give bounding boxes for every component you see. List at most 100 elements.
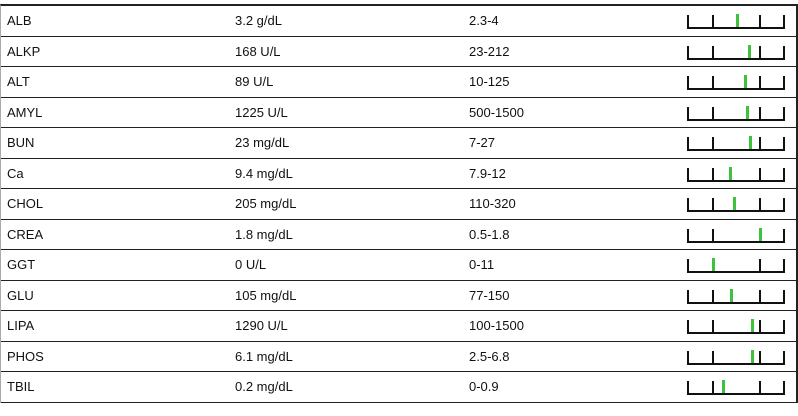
gauge-marker	[749, 136, 753, 149]
gauge-tick	[783, 320, 785, 334]
range-gauge	[687, 319, 785, 334]
table-row: CREA 1.8 mg/dL 0.5-1.8	[1, 220, 796, 250]
gauge-tick	[783, 198, 785, 212]
gauge-tick	[687, 45, 689, 60]
gauge-tick	[712, 45, 714, 60]
gauge-marker	[732, 197, 736, 210]
gauge-tick	[712, 15, 714, 29]
table-row: TBIL 0.2 mg/dL 0-0.9	[1, 372, 796, 403]
gauge-baseline	[687, 362, 785, 365]
gauge-tick	[687, 381, 689, 395]
reference-range: 77-150	[469, 287, 510, 303]
gauge-baseline	[687, 271, 785, 273]
table-row: GLU 105 mg/dL 77-150	[1, 281, 796, 311]
gauge-baseline	[687, 393, 785, 395]
gauge-tick	[687, 320, 689, 334]
table-row: AMYL 1225 U/L 500-1500	[1, 98, 796, 128]
gauge-tick	[783, 350, 785, 365]
range-gauge	[687, 288, 785, 304]
test-value: 1225 U/L	[235, 104, 288, 120]
gauge-tick	[712, 76, 714, 90]
gauge-tick	[759, 350, 761, 365]
gauge-tick	[783, 137, 785, 151]
table-row: ALT 89 U/L 10-125	[1, 67, 796, 98]
range-gauge	[687, 105, 785, 121]
gauge-tick	[712, 289, 714, 304]
range-gauge	[687, 166, 785, 182]
range-gauge	[687, 380, 785, 395]
gauge-tick	[712, 106, 714, 121]
table-row: GGT 0 U/L 0-11	[1, 250, 796, 281]
gauge-tick	[759, 76, 761, 90]
gauge-baseline	[687, 88, 785, 90]
range-gauge	[687, 136, 785, 151]
range-gauge	[687, 258, 785, 273]
gauge-tick	[759, 106, 761, 121]
table-row: CHOL 205 mg/dL 110-320	[1, 189, 796, 220]
gauge-tick	[687, 350, 689, 365]
gauge-tick	[783, 167, 785, 182]
reference-range: 0-11	[469, 257, 495, 273]
gauge-marker	[758, 227, 762, 241]
test-value: 6.1 mg/dL	[235, 348, 293, 364]
range-gauge	[687, 14, 785, 29]
gauge-tick	[759, 45, 761, 60]
gauge-marker	[745, 105, 749, 119]
gauge-tick	[783, 381, 785, 395]
gauge-baseline	[687, 301, 785, 304]
gauge-tick	[687, 167, 689, 182]
reference-range: 2.5-6.8	[469, 348, 510, 364]
gauge-tick	[687, 106, 689, 121]
range-gauge	[687, 197, 785, 212]
test-name: CHOL	[7, 196, 44, 212]
gauge-tick	[783, 228, 785, 243]
gauge-baseline	[687, 57, 785, 60]
reference-range: 100-1500	[469, 318, 524, 334]
range-gauge	[687, 44, 785, 60]
test-value: 105 mg/dL	[235, 287, 297, 303]
gauge-tick	[759, 167, 761, 182]
test-value: 23 mg/dL	[235, 135, 290, 151]
test-name: ALT	[7, 74, 30, 90]
test-name: Ca	[7, 165, 24, 181]
test-name: LIPA	[7, 318, 35, 334]
test-name: AMYL	[7, 104, 43, 120]
gauge-marker	[721, 380, 725, 393]
gauge-tick	[687, 289, 689, 304]
gauge-marker	[751, 319, 755, 332]
gauge-tick	[783, 106, 785, 121]
table-row: ALKP 168 U/L 23-212	[1, 37, 796, 67]
gauge-marker	[729, 288, 733, 302]
gauge-tick	[783, 289, 785, 304]
gauge-tick	[783, 76, 785, 90]
test-value: 9.4 mg/dL	[235, 165, 293, 181]
range-gauge	[687, 75, 785, 90]
test-name: ALB	[7, 13, 32, 29]
gauge-tick	[783, 15, 785, 29]
gauge-baseline	[687, 210, 785, 212]
gauge-baseline	[687, 332, 785, 334]
gauge-tick	[759, 137, 761, 151]
gauge-baseline	[687, 240, 785, 243]
test-value: 89 U/L	[235, 74, 274, 90]
range-gauge	[687, 227, 785, 243]
gauge-tick	[687, 198, 689, 212]
gauge-baseline	[687, 27, 785, 29]
gauge-baseline	[687, 179, 785, 182]
gauge-tick	[759, 320, 761, 334]
gauge-tick	[759, 381, 761, 395]
gauge-baseline	[687, 149, 785, 151]
test-name: GGT	[7, 257, 36, 273]
test-value: 168 U/L	[235, 43, 281, 59]
table-row: PHOS 6.1 mg/dL 2.5-6.8	[1, 342, 796, 372]
test-value: 0.2 mg/dL	[235, 379, 293, 395]
gauge-tick	[783, 45, 785, 60]
gauge-baseline	[687, 118, 785, 121]
table-row: BUN 23 mg/dL 7-27	[1, 128, 796, 159]
gauge-tick	[712, 167, 714, 182]
gauge-marker	[750, 349, 754, 363]
gauge-tick	[712, 320, 714, 334]
test-value: 1.8 mg/dL	[235, 226, 293, 242]
test-name: BUN	[7, 135, 35, 151]
reference-range: 7-27	[469, 135, 496, 151]
